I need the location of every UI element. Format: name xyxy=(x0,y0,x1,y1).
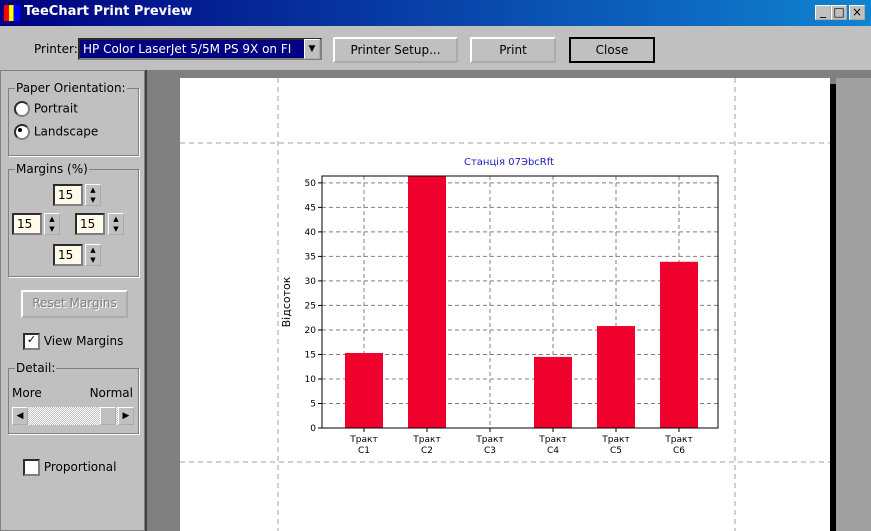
portrait-radio[interactable]: Portrait xyxy=(14,101,78,117)
margins-group: Margins (%) 15 ▲ ▼ 15 ▲ ▼ 15 ▲ ▼ 15 ▲ ▼ xyxy=(8,162,139,277)
bar xyxy=(408,176,446,428)
margin-guides xyxy=(180,78,830,531)
title-bar: TeeChart Print Preview _ □ × xyxy=(0,0,871,26)
detail-slider[interactable]: ◀ ▶ xyxy=(12,407,134,425)
y-tick-label: 10 xyxy=(305,375,317,385)
x-tick-label: Тракт xyxy=(601,435,629,445)
x-tick-label: Тракт xyxy=(538,435,566,445)
dropdown-arrow[interactable]: ▼ xyxy=(304,39,320,59)
chart-title: Станція 07ЭbcRft xyxy=(464,156,554,168)
paper: Станція 07ЭbcRft Відсоток 0 5 10 15 20 25 30 35… xyxy=(180,78,830,531)
bar xyxy=(597,326,635,428)
checkbox-label: Proportional xyxy=(43,460,117,474)
bar xyxy=(345,352,383,428)
x-tick-label: C4 xyxy=(547,446,559,456)
app-icon xyxy=(4,5,20,21)
print-button[interactable]: Print xyxy=(470,37,556,63)
proportional-checkbox[interactable]: Proportional xyxy=(23,459,116,476)
y-tick-label: 15 xyxy=(305,350,316,360)
bar xyxy=(660,261,698,428)
margin-right-field[interactable]: 15 xyxy=(75,213,105,235)
x-tick-label: C3 xyxy=(484,446,496,456)
paper-sheet xyxy=(180,78,830,531)
close-window-button[interactable]: × xyxy=(849,5,865,20)
paper-shadow xyxy=(830,84,836,531)
y-tick-label: 45 xyxy=(305,203,316,213)
spinner[interactable]: ▲ ▼ xyxy=(85,184,101,206)
preview-scroll-area xyxy=(836,78,871,531)
y-axis-label: Відсоток xyxy=(280,276,293,327)
radio-label: Landscape xyxy=(33,124,99,139)
x-tick-label: Тракт xyxy=(664,435,692,445)
bar xyxy=(534,356,572,428)
x-tick-label: Тракт xyxy=(412,435,440,445)
plot-frame xyxy=(321,175,719,429)
margin-bottom-field[interactable]: 15 xyxy=(53,244,83,266)
spinner[interactable]: ▲ ▼ xyxy=(85,244,101,266)
margin-left-field[interactable]: 15 xyxy=(12,213,42,235)
y-tick-label: 35 xyxy=(305,252,316,262)
detail-group: Detail: More Normal ◀ ▶ xyxy=(8,361,139,434)
printer-setup-button[interactable]: Printer Setup... xyxy=(333,37,458,63)
radio-label: Portrait xyxy=(33,101,78,116)
printer-select[interactable]: HP Color LaserJet 5/5M PS 9X on FI xyxy=(78,38,322,60)
y-tick-label: 30 xyxy=(305,277,317,287)
checkbox-label: View Margins xyxy=(43,334,124,348)
printer-label: Printer: xyxy=(34,42,78,56)
x-tick-label: C2 xyxy=(421,446,433,456)
y-tick-label: 40 xyxy=(305,228,317,238)
group-title: Detail: xyxy=(15,361,57,375)
margin-top-field[interactable]: 15 xyxy=(53,184,83,206)
x-tick-label: C5 xyxy=(610,446,622,456)
group-title: Margins (%) xyxy=(15,162,89,176)
x-tick-label: C6 xyxy=(673,446,685,456)
group-title: Paper Orientation: xyxy=(15,81,127,95)
spinner[interactable]: ▲ ▼ xyxy=(108,213,124,235)
minimize-button[interactable]: _ xyxy=(815,5,831,20)
x-tick-label: C1 xyxy=(358,446,370,456)
maximize-button[interactable]: □ xyxy=(831,5,847,20)
detail-more-label: More xyxy=(12,386,42,400)
y-tick-label: 20 xyxy=(305,326,317,336)
detail-normal-label: Normal xyxy=(89,386,133,400)
spinner[interactable]: ▲ ▼ xyxy=(44,213,60,235)
close-button[interactable]: Close xyxy=(569,37,655,63)
orientation-group: Paper Orientation: Portrait Landscape xyxy=(8,81,139,156)
y-tick-label: 50 xyxy=(305,179,317,189)
y-tick-label: 0 xyxy=(310,424,316,434)
landscape-radio[interactable]: Landscape xyxy=(14,124,98,140)
options-panel: Paper Orientation: Portrait Landscape Ma… xyxy=(0,70,145,531)
x-tick-label: Тракт xyxy=(475,435,503,445)
reset-margins-button[interactable]: Reset Margins xyxy=(21,290,128,318)
x-tick-label: Тракт xyxy=(349,435,377,445)
y-tick-label: 25 xyxy=(305,301,316,311)
paper-content: Станція 07ЭbcRft Відсоток 0 5 10 15 20 25 30 35… xyxy=(180,78,830,531)
view-margins-checkbox[interactable]: ✓ View Margins xyxy=(23,333,123,350)
y-tick-label: 5 xyxy=(310,399,316,409)
window-title: TeeChart Print Preview xyxy=(24,4,193,19)
